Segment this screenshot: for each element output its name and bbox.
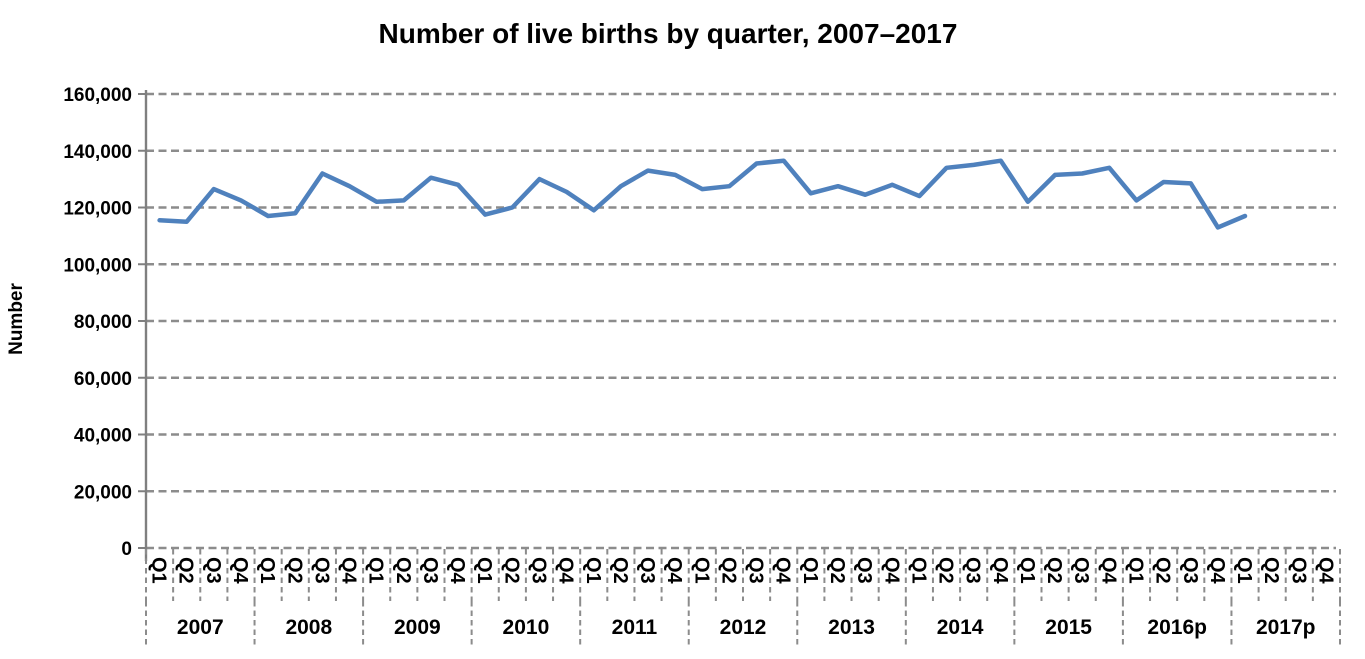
quarter-label: Q3 bbox=[1179, 557, 1201, 584]
quarter-label: Q1 bbox=[1233, 557, 1255, 584]
quarter-labels: Q1 Q2 Q3 Q4 Q1 Q2 Q3 Q4 Q1 Q2 Q3 Q4 Q1 Q2 Q3 Q4 Q1 Q2 Q3 Q4… bbox=[148, 557, 1337, 585]
quarter-label: Q3 bbox=[202, 557, 224, 584]
quarter-label: Q2 bbox=[1043, 557, 1065, 584]
chart-title: Number of live births by quarter, 2007–2… bbox=[378, 18, 958, 49]
quarter-label: Q4 bbox=[663, 557, 685, 585]
y-ticks bbox=[138, 93, 146, 549]
quarter-label: Q4 bbox=[1314, 557, 1336, 585]
quarter-label: Q1 bbox=[256, 557, 278, 584]
quarter-label: Q3 bbox=[636, 557, 658, 584]
quarter-label: Q1 bbox=[473, 557, 495, 584]
category-separators bbox=[145, 549, 1341, 646]
quarter-label: Q1 bbox=[1124, 557, 1146, 584]
quarter-label: Q1 bbox=[690, 557, 712, 584]
quarter-label: Q1 bbox=[907, 557, 929, 584]
quarter-label: Q2 bbox=[717, 557, 739, 584]
quarter-label: Q1 bbox=[365, 557, 387, 584]
year-label: 2013 bbox=[828, 616, 875, 639]
quarter-label: Q3 bbox=[1070, 557, 1092, 584]
quarter-label: Q3 bbox=[962, 557, 984, 584]
births-series-line bbox=[157, 158, 1248, 230]
quarter-label: Q4 bbox=[446, 557, 468, 585]
quarter-label: Q2 bbox=[500, 557, 522, 584]
y-tick-label: 20,000 bbox=[74, 482, 132, 503]
year-label: 2007 bbox=[177, 616, 224, 639]
year-label: 2008 bbox=[285, 616, 332, 639]
quarter-label: Q4 bbox=[1097, 557, 1119, 585]
quarter-label: Q3 bbox=[419, 557, 441, 584]
y-gridlines bbox=[146, 92, 1336, 550]
quarter-label: Q4 bbox=[229, 557, 251, 585]
quarter-label: Q1 bbox=[1016, 557, 1038, 584]
quarter-label: Q2 bbox=[826, 557, 848, 584]
y-tick-label: 60,000 bbox=[74, 369, 132, 390]
y-tick-label: 140,000 bbox=[63, 142, 132, 163]
year-label: 2010 bbox=[503, 616, 550, 639]
quarter-label: Q4 bbox=[772, 557, 794, 585]
y-tick-label: 0 bbox=[121, 539, 132, 560]
y-tick-label: 100,000 bbox=[63, 255, 132, 276]
quarter-label: Q3 bbox=[310, 557, 332, 584]
quarter-label: Q2 bbox=[283, 557, 305, 584]
quarter-label: Q1 bbox=[799, 557, 821, 584]
quarter-label: Q4 bbox=[338, 557, 360, 585]
year-label: 2011 bbox=[612, 616, 658, 639]
year-label: 2012 bbox=[720, 616, 767, 639]
quarter-label: Q2 bbox=[392, 557, 414, 584]
quarter-label: Q3 bbox=[527, 557, 549, 584]
y-tick-labels: 0 20,000 40,000 60,000 80,000 100,000 120,000 1… bbox=[63, 85, 132, 560]
quarter-label: Q2 bbox=[609, 557, 631, 584]
y-tick-label: 120,000 bbox=[63, 199, 132, 220]
quarter-label: Q2 bbox=[1152, 557, 1174, 584]
year-label: 2015 bbox=[1045, 616, 1092, 639]
quarter-label: Q4 bbox=[1206, 557, 1228, 585]
year-labels: 2007 2008 2009 2010 2011 2012 2013 2014 2015 2016… bbox=[177, 616, 1316, 639]
quarter-label: Q4 bbox=[989, 557, 1011, 585]
year-label: 2014 bbox=[937, 616, 984, 639]
y-tick-label: 80,000 bbox=[74, 312, 132, 333]
y-axis-title: Number bbox=[6, 283, 27, 355]
quarter-label: Q4 bbox=[555, 557, 577, 585]
quarter-label: Q2 bbox=[175, 557, 197, 584]
year-label: 2017p bbox=[1256, 616, 1316, 639]
y-tick-label: 40,000 bbox=[74, 426, 132, 447]
quarter-label: Q3 bbox=[1287, 557, 1309, 584]
quarter-label: Q2 bbox=[935, 557, 957, 584]
quarter-label: Q1 bbox=[148, 557, 170, 584]
quarter-label: Q3 bbox=[853, 557, 875, 584]
quarter-label: Q2 bbox=[1260, 557, 1282, 584]
year-label: 2009 bbox=[394, 616, 441, 639]
y-tick-label: 160,000 bbox=[63, 85, 132, 106]
year-label: 2016p bbox=[1147, 616, 1207, 639]
quarter-label: Q1 bbox=[582, 557, 604, 584]
quarter-label: Q4 bbox=[880, 557, 902, 585]
quarter-label: Q3 bbox=[745, 557, 767, 584]
